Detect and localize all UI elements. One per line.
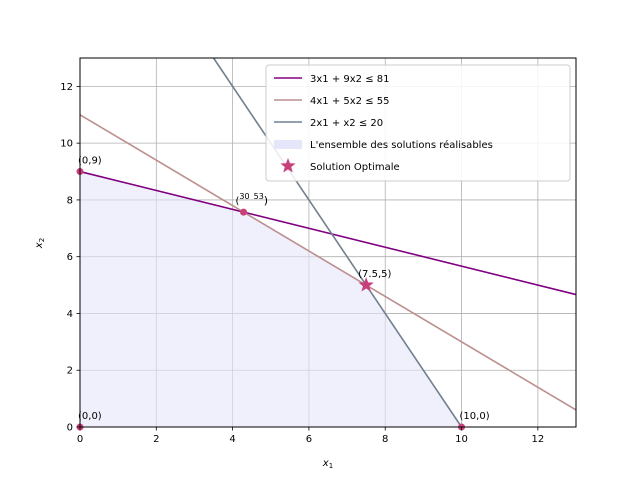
point-label-1: (0,9) bbox=[78, 156, 102, 167]
vertex-points bbox=[76, 168, 466, 431]
vertex-point-2 bbox=[240, 208, 248, 216]
legend: 3x1 + 9x2 ≤ 81 4x1 + 5x2 ≤ 55 2x1 + x2 ≤ 2… bbox=[265, 64, 571, 182]
y-axis-label: x2 bbox=[34, 238, 46, 249]
point-labels: (0,9) (30 53) (0,0) (10,0) (7.5,5) bbox=[78, 156, 490, 422]
y-tick-label: 12 bbox=[60, 82, 73, 93]
legend-label: 2x1 + x2 ≤ 20 bbox=[310, 118, 383, 129]
point-label-2: (30 53) bbox=[236, 192, 269, 207]
y-tick-label: 10 bbox=[60, 139, 73, 150]
x-tick-label: 10 bbox=[455, 434, 468, 445]
constraint-line-1 bbox=[79, 170, 577, 296]
legend-label-optimal: Solution Optimale bbox=[310, 162, 400, 173]
y-tick-label: 8 bbox=[67, 195, 73, 206]
feasible-region-layer bbox=[80, 171, 462, 427]
plot-frame bbox=[79, 57, 577, 428]
legend-label: 4x1 + 5x2 ≤ 55 bbox=[310, 96, 389, 107]
legend-swatch-optimal bbox=[280, 158, 296, 173]
point-label-4: (10,0) bbox=[460, 411, 490, 422]
x-tick-label: 0 bbox=[77, 434, 83, 445]
x-tick-label: 2 bbox=[153, 434, 159, 445]
point-label-5: (7.5,5) bbox=[358, 269, 391, 280]
legend-label: 3x1 + 9x2 ≤ 81 bbox=[310, 74, 389, 85]
constraint-line-3 bbox=[212, 57, 463, 428]
legend-box bbox=[265, 64, 571, 182]
y-tick-label: 0 bbox=[67, 423, 73, 434]
x-tick-label: 6 bbox=[306, 434, 312, 445]
x-tick-label: 4 bbox=[229, 434, 235, 445]
feasible-region bbox=[80, 171, 462, 427]
axis-ticks: 0 2 4 6 8 10 12 0 2 4 6 8 10 12 bbox=[60, 82, 544, 445]
constraint-lines bbox=[79, 57, 577, 428]
constraint-line-2 bbox=[79, 114, 577, 411]
legend-swatch-region bbox=[274, 140, 302, 149]
y-tick-label: 2 bbox=[67, 366, 73, 377]
x-tick-label: 12 bbox=[531, 434, 544, 445]
legend-label-region: L'ensemble des solutions réalisables bbox=[310, 139, 493, 151]
y-tick-label: 4 bbox=[67, 309, 73, 320]
optimal-point-marker bbox=[358, 277, 374, 292]
x-axis-label: x1 bbox=[322, 458, 333, 470]
y-tick-label: 6 bbox=[67, 252, 73, 263]
x-tick-label: 8 bbox=[382, 434, 388, 445]
point-label-3: (0,0) bbox=[78, 411, 102, 422]
